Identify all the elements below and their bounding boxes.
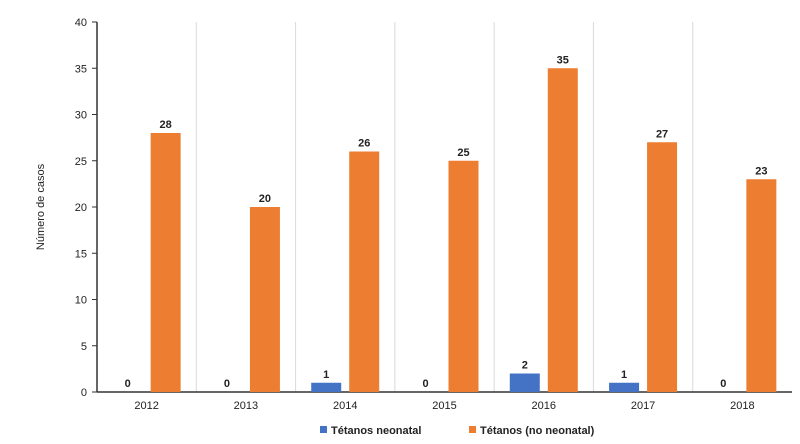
y-tick-label: 40	[75, 17, 87, 29]
data-label-no-neonatal: 25	[457, 147, 469, 159]
data-label-no-neonatal: 23	[755, 165, 767, 177]
legend-swatch-neonatal	[320, 426, 327, 433]
bar-no-neonatal	[448, 160, 479, 392]
legend-label-no-neonatal: Tétanos (no neonatal)	[480, 425, 595, 437]
data-label-neonatal: 0	[224, 378, 230, 390]
bar-no-neonatal	[150, 133, 181, 392]
legend-label-neonatal: Tétanos neonatal	[331, 425, 421, 437]
bar-no-neonatal	[746, 179, 777, 392]
bar-no-neonatal	[249, 207, 280, 392]
data-label-neonatal: 1	[323, 369, 329, 381]
data-label-neonatal: 0	[125, 378, 131, 390]
data-label-no-neonatal: 26	[358, 138, 370, 150]
data-label-no-neonatal: 27	[656, 128, 668, 140]
data-label-no-neonatal: 20	[259, 193, 271, 205]
y-tick-label: 5	[81, 341, 87, 353]
x-tick-label: 2015	[432, 400, 456, 412]
x-tick-label: 2012	[134, 400, 158, 412]
y-tick-label: 20	[75, 202, 87, 214]
x-tick-label: 2013	[234, 400, 258, 412]
data-label-no-neonatal: 35	[557, 54, 569, 66]
data-label-neonatal: 2	[522, 360, 528, 372]
y-tick-label: 35	[75, 63, 87, 75]
y-tick-label: 15	[75, 248, 87, 260]
y-axis-title: Número de casos	[35, 163, 47, 250]
x-tick-label: 2014	[333, 400, 357, 412]
bar-neonatal	[509, 373, 540, 392]
bar-no-neonatal	[547, 68, 578, 392]
x-tick-label: 2017	[631, 400, 655, 412]
x-tick-label: 2018	[730, 400, 754, 412]
y-tick-label: 25	[75, 156, 87, 168]
y-tick-label: 0	[81, 387, 87, 399]
bar-neonatal	[609, 382, 640, 392]
legend-swatch-no-neonatal	[469, 426, 476, 433]
y-tick-label: 10	[75, 295, 87, 307]
data-label-neonatal: 0	[422, 378, 428, 390]
data-label-neonatal: 0	[720, 378, 726, 390]
bar-neonatal	[311, 382, 342, 392]
x-tick-label: 2016	[532, 400, 556, 412]
bar-no-neonatal	[349, 151, 380, 392]
data-label-neonatal: 1	[621, 369, 627, 381]
y-tick-label: 30	[75, 110, 87, 122]
data-label-no-neonatal: 28	[160, 119, 172, 131]
bar-no-neonatal	[647, 142, 678, 392]
